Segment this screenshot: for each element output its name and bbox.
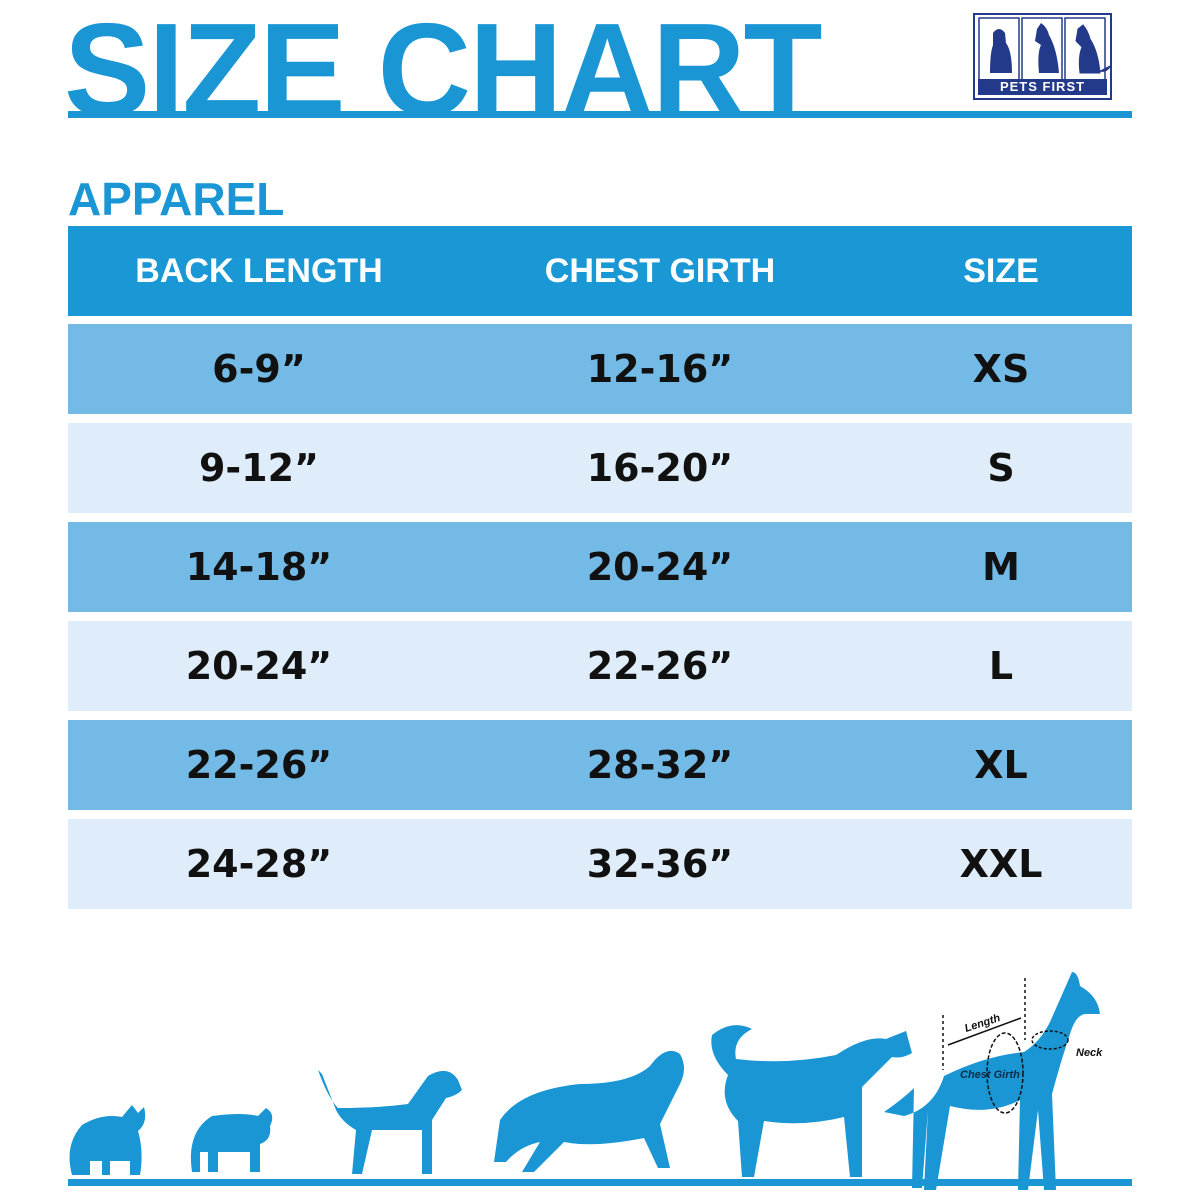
spaniel-icon xyxy=(494,1050,684,1172)
back-length-cell: 20-24” xyxy=(185,644,333,688)
back-length-cell: 22-26” xyxy=(185,743,333,787)
size-cell: M xyxy=(982,545,1020,589)
back-length-cell: 14-18” xyxy=(185,545,333,589)
pets-first-logo: PETS FIRST xyxy=(973,13,1112,100)
title-divider xyxy=(68,111,1132,118)
header-chest-girth: CHEST GIRTH xyxy=(544,251,776,290)
size-table: BACK LENGTH CHEST GIRTH SIZE 6-9” 12-16”… xyxy=(68,226,1132,918)
logo-text: PETS FIRST xyxy=(978,79,1107,95)
husky-icon xyxy=(711,1025,912,1177)
beagle-icon xyxy=(318,1070,462,1174)
header-size: SIZE xyxy=(963,251,1039,290)
table-row: 6-9” 12-16” XS xyxy=(68,324,1132,414)
chest-girth-loop xyxy=(986,1032,1024,1114)
header-back-length: BACK LENGTH xyxy=(135,251,383,290)
pomeranian-icon xyxy=(69,1105,146,1175)
table-header: BACK LENGTH CHEST GIRTH SIZE xyxy=(68,226,1132,316)
back-length-cell: 6-9” xyxy=(212,347,306,391)
neck-label: Neck xyxy=(1076,1047,1103,1059)
chest-girth-cell: 22-26” xyxy=(586,644,734,688)
chest-girth-cell: 16-20” xyxy=(586,446,734,490)
chest-girth-cell: 32-36” xyxy=(586,842,734,886)
dog-silhouettes: Length Chest Girth Neck xyxy=(68,972,1132,1190)
neck-loop xyxy=(1031,1030,1069,1050)
table-row: 24-28” 32-36” XXL xyxy=(68,819,1132,909)
table-row: 9-12” 16-20” S xyxy=(68,423,1132,513)
back-length-cell: 24-28” xyxy=(185,842,333,886)
section-title: APPAREL xyxy=(68,173,285,225)
chest-girth-cell: 12-16” xyxy=(586,347,734,391)
chest-girth-label: Chest Girth xyxy=(960,1069,1020,1081)
table-row: 14-18” 20-24” M xyxy=(68,522,1132,612)
size-cell: XS xyxy=(972,347,1030,391)
size-cell: XL xyxy=(974,743,1028,787)
back-length-cell: 9-12” xyxy=(198,446,320,490)
chest-girth-cell: 20-24” xyxy=(586,545,734,589)
size-cell: XXL xyxy=(959,842,1043,886)
table-row: 20-24” 22-26” L xyxy=(68,621,1132,711)
great-dane-icon xyxy=(884,972,1100,1190)
table-row: 22-26” 28-32” XL xyxy=(68,720,1132,810)
size-cell: S xyxy=(987,446,1015,490)
floor-line xyxy=(68,1179,1132,1186)
chest-girth-cell: 28-32” xyxy=(586,743,734,787)
pug-icon xyxy=(190,1108,273,1172)
size-cell: L xyxy=(988,644,1014,688)
length-arrow xyxy=(947,1017,1022,1046)
